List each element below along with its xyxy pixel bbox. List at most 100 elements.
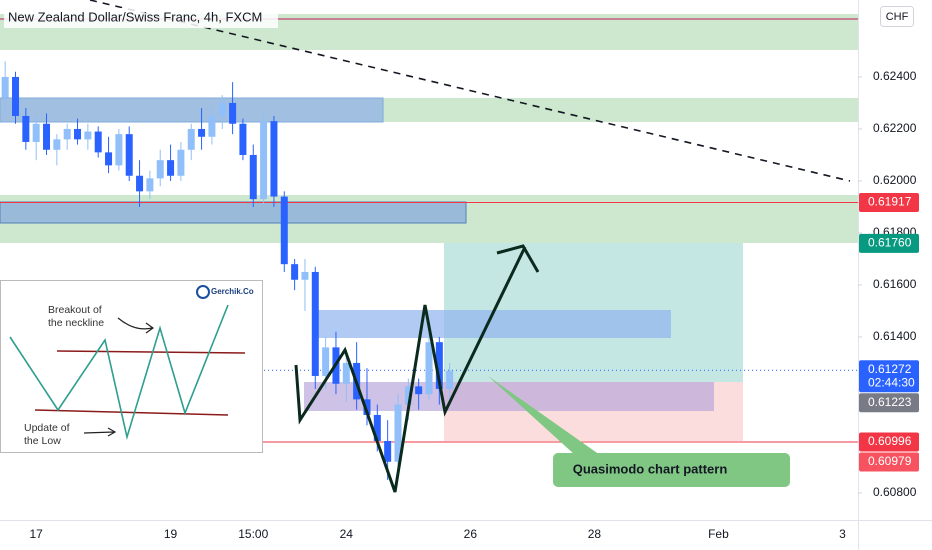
x-tick-label: 17: [30, 527, 44, 541]
zone: [304, 382, 714, 411]
candle-body: [342, 362, 350, 384]
candle-body: [84, 131, 92, 140]
annotation: Quasimodo chart pattern: [573, 461, 728, 476]
inset-label: the Low: [24, 435, 61, 447]
candle-body: [198, 128, 206, 137]
candle-body: [394, 404, 402, 462]
price-tag: [859, 233, 919, 253]
candle-body: [74, 128, 82, 140]
candle-body: [125, 134, 133, 176]
zone: [383, 98, 858, 122]
x-tick-label: 28: [588, 527, 602, 541]
inset-arrow: [83, 427, 117, 437]
candle-body: [208, 115, 216, 137]
zones: [0, 0, 858, 441]
time-axis-bg: [0, 520, 932, 550]
candle-body: [12, 76, 20, 116]
price-tag-label: 0.61223: [868, 395, 912, 409]
candle-body: [415, 386, 423, 395]
candle-body: [384, 440, 392, 462]
candle-body: [249, 154, 257, 200]
pattern-zigzag: [294, 244, 540, 493]
candle-body: [105, 152, 113, 166]
inset-arrow: [117, 317, 155, 334]
candle-body: [322, 347, 330, 376]
x-tick-label: Feb: [708, 527, 729, 541]
candle-body: [156, 160, 164, 179]
inset-zigzag: [9, 304, 229, 441]
inset-label: the neckline: [48, 317, 104, 329]
candle-body: [435, 342, 443, 389]
price-tag: [859, 393, 919, 413]
inset-low-line: [34, 409, 229, 416]
price-tag: [859, 432, 919, 452]
price-tag-label: 0.61917: [868, 195, 912, 209]
candle-body: [115, 134, 123, 166]
candle-body: [425, 342, 433, 395]
x-tick-label: 15:00: [238, 527, 268, 541]
callout-pointer: [488, 376, 600, 455]
x-tick-label: 24: [340, 527, 354, 541]
callout-box: [553, 453, 790, 487]
title-bg: [4, 8, 278, 28]
price-tag: [859, 360, 919, 393]
price-tag: [859, 193, 919, 213]
inset: Gerchik.Co Breakout of the neckline Upda…: [0, 280, 263, 453]
candle-body: [363, 399, 371, 415]
zone: [0, 201, 467, 224]
price-tag-label: 0.61760: [868, 236, 912, 250]
currency-box: [880, 6, 914, 27]
candle-body: [1, 76, 9, 98]
price-tag-label: 0.60979: [868, 454, 912, 468]
inset-logo: Gerchik.Co: [211, 287, 254, 296]
time-axis: 17 19 15:00 24 26 28 Feb 3: [30, 527, 847, 541]
candle-body: [446, 370, 454, 389]
candle-body: [260, 121, 268, 200]
candle-body: [229, 102, 237, 124]
candle-body: [32, 123, 40, 142]
y-tick-label: 0.61600: [873, 277, 917, 291]
candle-body: [94, 131, 102, 153]
candle-body: [280, 196, 288, 265]
x-tick-label: 26: [464, 527, 478, 541]
candle-body: [187, 128, 195, 150]
candle-body: [43, 123, 51, 150]
inset-box: [0, 280, 263, 453]
candle-body: [53, 139, 61, 150]
y-tick-label: 0.62000: [873, 173, 917, 187]
x-tick-label: 3: [839, 527, 846, 541]
trend-line: [89, 0, 851, 182]
candle-body: [136, 175, 144, 192]
price-tag-label: 0.60996: [868, 434, 912, 448]
y-tick-label: 0.60800: [873, 485, 917, 499]
price-tag: [859, 452, 919, 472]
currency[interactable]: CHF: [886, 11, 909, 23]
candle-body: [218, 102, 226, 116]
callout: Quasimodo chart pattern: [488, 376, 790, 487]
inset-label: Breakout of: [48, 304, 102, 316]
candle-body: [22, 115, 30, 142]
price-tag-label: 0.61272: [868, 362, 912, 376]
candle-body: [301, 271, 309, 280]
chart-title: New Zealand Dollar/Swiss Franc, 4h, FXCM: [8, 9, 262, 24]
candle-body: [404, 386, 412, 405]
candle-body: [291, 264, 299, 280]
x-tick-label: 19: [164, 527, 178, 541]
y-tick-label: 0.62400: [873, 69, 917, 83]
candle-body: [177, 149, 185, 176]
zone: [0, 97, 384, 123]
y-tick-label: 0.61400: [873, 329, 917, 343]
inset-label: Update of: [24, 422, 70, 434]
inset-neckline: [56, 350, 246, 354]
inset-logo-mark: [196, 285, 210, 299]
candle-body: [146, 178, 154, 192]
y-tick-label: 0.62200: [873, 121, 917, 135]
candle-body: [270, 121, 278, 197]
candle-body: [167, 160, 175, 176]
countdown: 02:44:30: [868, 375, 915, 389]
candle-body: [239, 123, 247, 155]
candle-body: [311, 271, 319, 376]
price-axis: 0.608000.610000.612000.614000.616000.618…: [858, 69, 917, 499]
